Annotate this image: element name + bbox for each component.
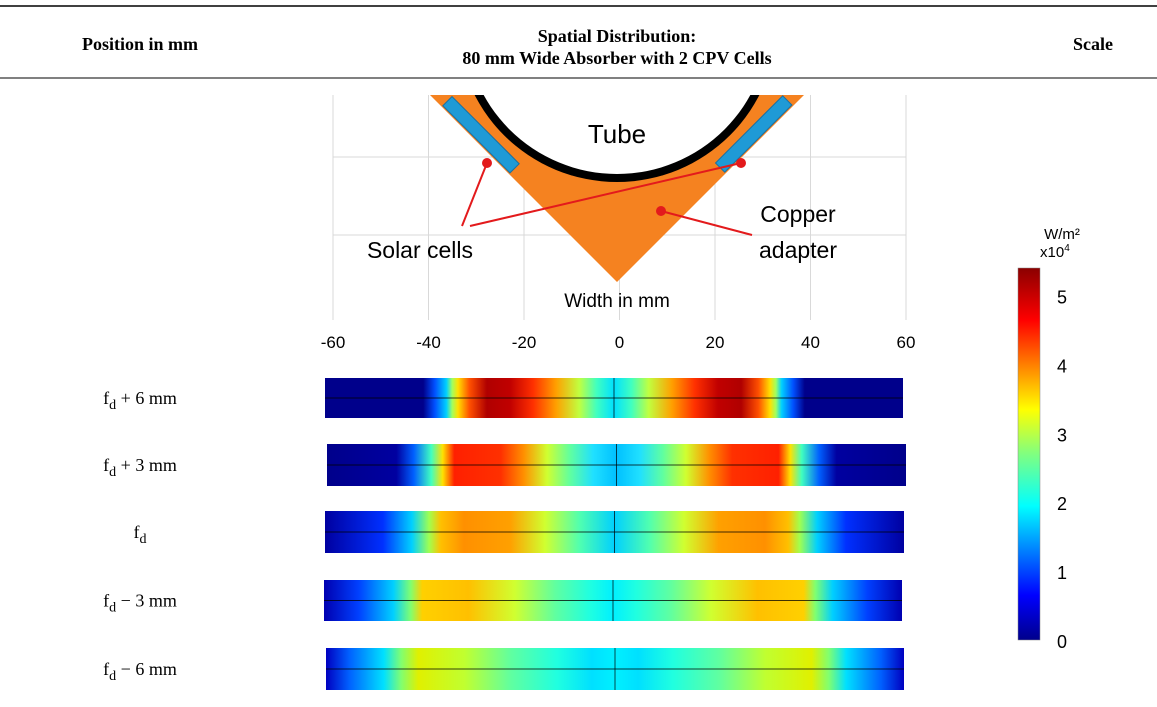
scale-tick-label: 1 — [1057, 563, 1067, 583]
x-tick-label: -20 — [512, 333, 537, 352]
marker — [482, 158, 492, 168]
row-label: fd + 3 mm — [103, 455, 177, 480]
row-label: fd − 6 mm — [103, 659, 177, 684]
header-cell: Position in mm — [82, 34, 198, 54]
colorbar — [1017, 267, 1041, 641]
suffix: − 6 mm — [116, 659, 177, 679]
scale-tick-label: 5 — [1057, 288, 1067, 308]
row-label: fd + 6 mm — [103, 388, 177, 413]
subscript: d — [109, 398, 116, 413]
symbol: f — [103, 591, 109, 611]
header-cell: Scale — [1073, 34, 1113, 54]
scale-tick-label: 4 — [1057, 356, 1067, 376]
row-label: fd — [134, 522, 147, 547]
symbol: f — [103, 388, 109, 408]
suffix: + 3 mm — [116, 455, 177, 475]
label: Copper — [760, 201, 836, 227]
label: Solar cells — [367, 237, 473, 263]
x-tick-label: 40 — [801, 333, 820, 352]
label: Tube — [588, 119, 646, 149]
subscript: d — [109, 669, 116, 684]
diagram: Tube Solar cells Copper adapter Width in… — [332, 95, 907, 320]
x-tick-label: 60 — [897, 333, 916, 352]
scale-tick-label: 3 — [1057, 425, 1067, 445]
header-cell: 80 mm Wide Absorber with 2 CPV Cells — [462, 48, 771, 68]
symbol: f — [103, 455, 109, 475]
x-tick-label: 0 — [615, 333, 624, 352]
exponent: 4 — [1064, 243, 1070, 254]
subscript: d — [109, 601, 116, 616]
subscript: d — [109, 465, 116, 480]
symbol: f — [134, 522, 140, 542]
marker — [656, 206, 666, 216]
header-cell: Spatial Distribution: — [538, 26, 697, 46]
multiplier: x10 — [1040, 244, 1064, 261]
suffix: + 6 mm — [116, 388, 177, 408]
scale-multiplier: x104 — [1040, 243, 1070, 261]
row-label: fd − 3 mm — [103, 591, 177, 616]
label: adapter — [759, 237, 837, 263]
tube — [483, 95, 751, 174]
x-tick-label: -60 — [321, 333, 346, 352]
callouts — [461, 162, 753, 236]
scale-tick-label: 2 — [1057, 494, 1067, 514]
subscript: d — [140, 532, 147, 547]
marker — [736, 158, 746, 168]
scale-unit: W/m² — [1044, 226, 1080, 243]
suffix: − 3 mm — [116, 591, 177, 611]
axis-label: Width in mm — [564, 291, 670, 312]
symbol: f — [103, 659, 109, 679]
scale-tick-label: 0 — [1057, 632, 1067, 652]
x-tick-label: 20 — [706, 333, 725, 352]
x-tick-label: -40 — [416, 333, 441, 352]
solar-cell — [442, 95, 520, 174]
